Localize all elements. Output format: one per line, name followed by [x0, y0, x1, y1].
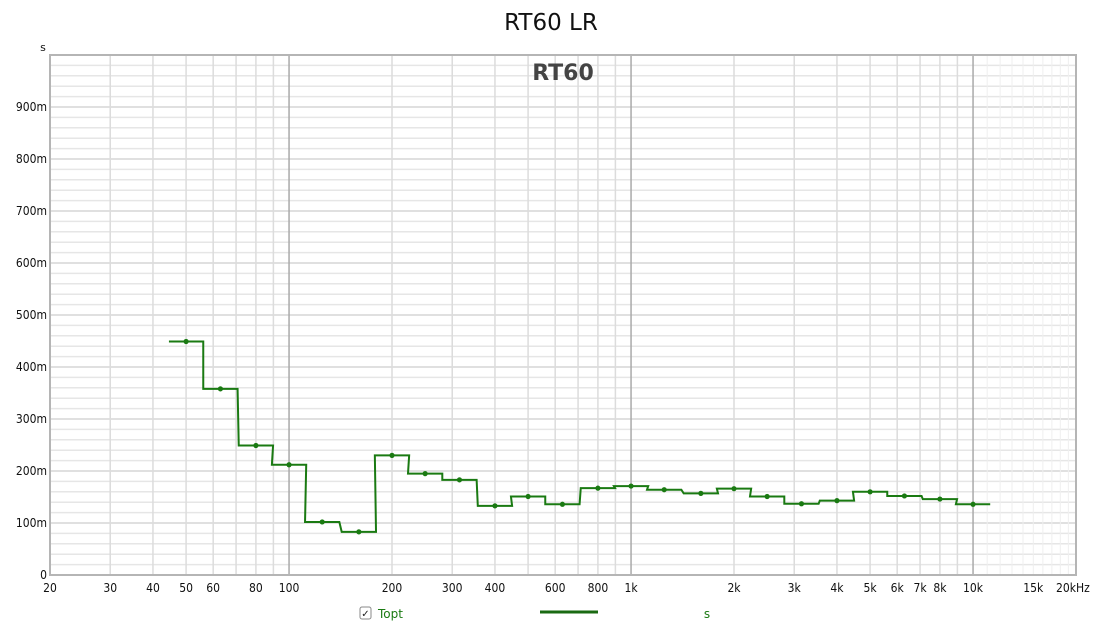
x-tick-label: 3k — [788, 581, 802, 595]
series-topt — [168, 338, 991, 535]
y-tick-label: 200m — [16, 464, 47, 478]
data-point — [698, 490, 704, 496]
legend-checkbox[interactable] — [359, 606, 372, 620]
y-tick-label: 900m — [16, 100, 47, 114]
y-axis-ticks: 0 100m 200m 300m 400m 500m 600m 700m 800m 900m — [16, 100, 47, 582]
y-tick-label: 0 — [40, 568, 47, 582]
grid — [50, 55, 1076, 575]
data-point — [217, 386, 224, 392]
data-point — [901, 493, 908, 499]
x-tick-label: 100 — [279, 581, 300, 595]
x-tick-label: 10k — [963, 581, 984, 595]
x-tick-label: 30 — [103, 581, 117, 595]
x-tick-label: 1k — [624, 581, 638, 595]
data-point — [559, 501, 566, 507]
data-point — [764, 493, 770, 500]
legend-label[interactable]: Topt — [377, 607, 403, 621]
x-tick-label: 20 — [43, 581, 57, 595]
x-tick-label: 2k — [727, 581, 741, 595]
data-point — [356, 529, 362, 535]
plot-label: RT60 — [532, 61, 594, 86]
data-point — [525, 493, 531, 500]
y-axis-label: s — [40, 41, 46, 54]
y-tick-label: 500m — [16, 308, 47, 322]
x-tick-label: 300 — [442, 581, 463, 595]
x-tick-label: 80 — [249, 581, 263, 595]
y-tick-label: 800m — [16, 152, 47, 166]
data-point — [492, 503, 498, 509]
x-tick-label: 15k — [1023, 581, 1044, 595]
data-point — [937, 496, 943, 502]
data-point — [319, 519, 325, 525]
plot-border — [49, 54, 1077, 576]
x-axis-ticks: 20 30 40 50 60 80 100 200 300 400 600 800 1k 2k 3k 4k 5k… — [43, 581, 1090, 595]
data-point — [867, 489, 873, 495]
y-tick-label: 600m — [16, 256, 47, 270]
y-tick-label: 100m — [16, 516, 47, 530]
x-tick-label: 50 — [179, 581, 193, 595]
data-point — [456, 477, 463, 483]
x-tick-label: 200 — [382, 581, 403, 595]
x-tick-label: 400 — [485, 581, 506, 595]
data-point — [183, 338, 189, 345]
x-tick-label: 20kHz — [1056, 581, 1090, 595]
data-point — [253, 442, 259, 449]
data-point — [661, 487, 667, 493]
y-tick-label: 300m — [16, 412, 47, 426]
legend-unit: s — [704, 607, 710, 621]
x-tick-label: 600 — [545, 581, 566, 595]
data-point — [798, 501, 805, 507]
data-point — [834, 498, 840, 504]
y-tick-label: 400m — [16, 360, 47, 374]
x-tick-label: 800 — [588, 581, 609, 595]
data-point — [628, 483, 634, 489]
chart-title: RT60 LR — [504, 10, 598, 36]
data-point — [595, 485, 601, 491]
x-tick-label: 8k — [933, 581, 947, 595]
series-line — [168, 340, 991, 533]
x-tick-label: 6k — [891, 581, 905, 595]
data-point — [731, 486, 737, 492]
data-point — [422, 471, 428, 477]
x-tick-label: 5k — [864, 581, 878, 595]
data-point — [286, 462, 292, 468]
x-tick-label: 4k — [830, 581, 844, 595]
legend-check-icon: ✓ — [361, 609, 369, 620]
x-tick-label: 40 — [146, 581, 160, 595]
y-tick-label: 700m — [16, 204, 47, 218]
x-tick-label: 60 — [206, 581, 220, 595]
x-tick-label: 7k — [914, 581, 928, 595]
data-point — [389, 452, 395, 458]
legend: ✓ Topt s — [359, 606, 710, 621]
data-point — [970, 501, 976, 507]
